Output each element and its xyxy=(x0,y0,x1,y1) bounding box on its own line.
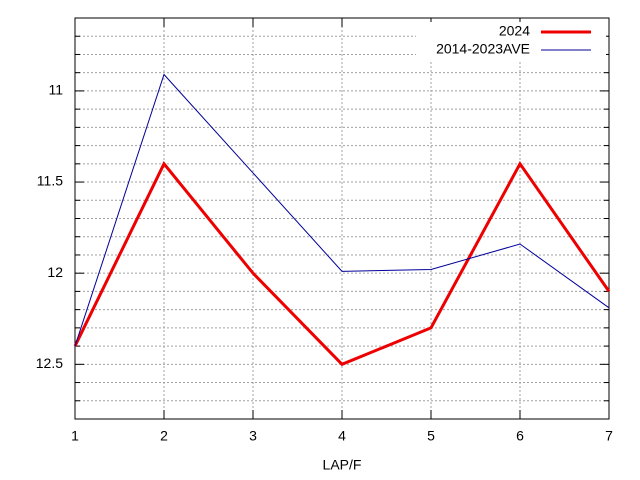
x-tick-label: 7 xyxy=(605,428,613,444)
legend-box xyxy=(416,22,606,60)
y-tick-label: 12.5 xyxy=(36,355,63,371)
legend-label: 2014-2023AVE xyxy=(436,41,530,57)
legend-label: 2024 xyxy=(499,23,530,39)
series-line xyxy=(73,160,611,367)
x-tick-label: 5 xyxy=(427,428,435,444)
y-tick-label: 11.5 xyxy=(37,173,63,189)
x-axis-label: LAP/F xyxy=(323,457,362,473)
x-tick-label: 2 xyxy=(160,428,168,444)
plot-frame xyxy=(74,17,610,420)
x-tick-label: 6 xyxy=(516,428,524,444)
y-tick-label: 12 xyxy=(47,264,63,280)
x-tick-label: 3 xyxy=(249,428,257,444)
y-tick-label: 11 xyxy=(48,82,63,98)
x-tick-label: 1 xyxy=(71,428,79,444)
series-line xyxy=(74,73,610,347)
x-tick-label: 4 xyxy=(338,428,346,444)
